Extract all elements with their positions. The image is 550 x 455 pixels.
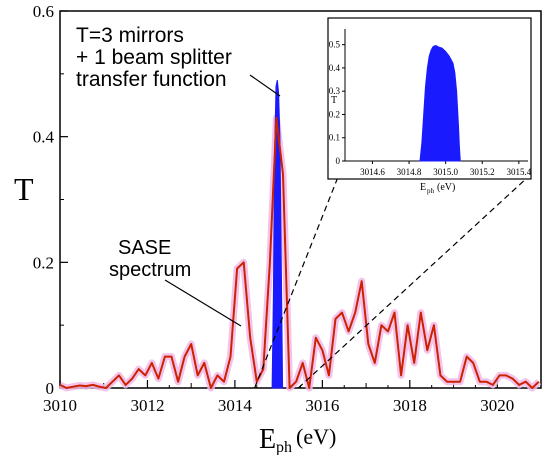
inset-y-tick-label: 0 — [336, 156, 341, 166]
sase-spectrum-line — [59, 116, 540, 389]
inset-axis-labels: T E ph (eV) — [331, 95, 455, 195]
inset-x-axis-label-unit: (eV) — [437, 182, 455, 193]
inset-y-axis-label: T — [331, 95, 337, 106]
x-tick-label: 3014 — [218, 396, 253, 415]
main-plot: 3010 3012 3014 3016 3018 3020 0 0.2 0.4 0.6 — [33, 2, 542, 415]
x-axis-label-main: E — [259, 424, 276, 455]
annotation-transfer-line-2: + 1 beam splitter — [76, 46, 232, 69]
zoom-line-right — [297, 176, 529, 389]
x-tick-label: 3018 — [393, 396, 427, 415]
inset-x-axis-label-main: E — [420, 182, 426, 193]
x-axis-label: E ph (eV) — [259, 424, 336, 455]
annotation-transfer-line-1: T=3 mirrors — [76, 24, 184, 47]
y-tick-label: 0.2 — [33, 253, 54, 272]
x-axis-label-unit: (eV) — [296, 424, 336, 449]
sase-callout-line — [164, 279, 242, 327]
annotation-transfer-function: T=3 mirrors + 1 beam splitter transfer f… — [76, 24, 232, 91]
zoom-line-left — [254, 176, 339, 389]
inset-x-axis-label-sub: ph — [427, 187, 435, 195]
annotation-sase-line-1: SASE — [118, 237, 171, 259]
annotation-transfer-line-3: transfer function — [76, 68, 227, 91]
x-axis-label-sub: ph — [276, 439, 292, 455]
inset-y-tick-label: 0.4 — [329, 63, 341, 73]
x-tick-label: 3010 — [43, 396, 77, 415]
x-tick-label: 3016 — [305, 396, 339, 415]
inset-y-tick-label: 0.1 — [329, 133, 340, 143]
y-tick-label: 0.4 — [33, 128, 55, 147]
inset-x-tick-label: 3015.4 — [506, 167, 531, 177]
x-tick-label: 3020 — [480, 396, 514, 415]
inset-x-tick-label: 3014.6 — [360, 167, 385, 177]
inset-y-tick-label: 0.3 — [329, 86, 341, 96]
y-axis-label: T — [14, 171, 34, 207]
callouts — [164, 74, 529, 389]
inset-y-tick-label: 0.5 — [329, 40, 341, 50]
inset-x-tick-label: 3015.2 — [470, 167, 495, 177]
annotation-sase: SASE spectrum — [109, 237, 191, 281]
annotation-sase-line-2: spectrum — [109, 259, 191, 281]
transfer-callout-line — [249, 74, 281, 97]
y-tick-label: 0 — [46, 379, 55, 398]
inset-plot: 0 0.1 0.2 0.3 0.4 0.5 3014.6 3014.8 3015.0 3015.2… — [327, 17, 532, 180]
x-tick-label: 3012 — [130, 396, 164, 415]
y-tick-label: 0.6 — [33, 2, 54, 21]
inset-y-tick-label: 0.2 — [329, 109, 340, 119]
inset-x-tick-label: 3014.8 — [397, 167, 422, 177]
inset-transfer-function — [419, 45, 461, 162]
inset-x-tick-label: 3015.0 — [433, 167, 458, 177]
